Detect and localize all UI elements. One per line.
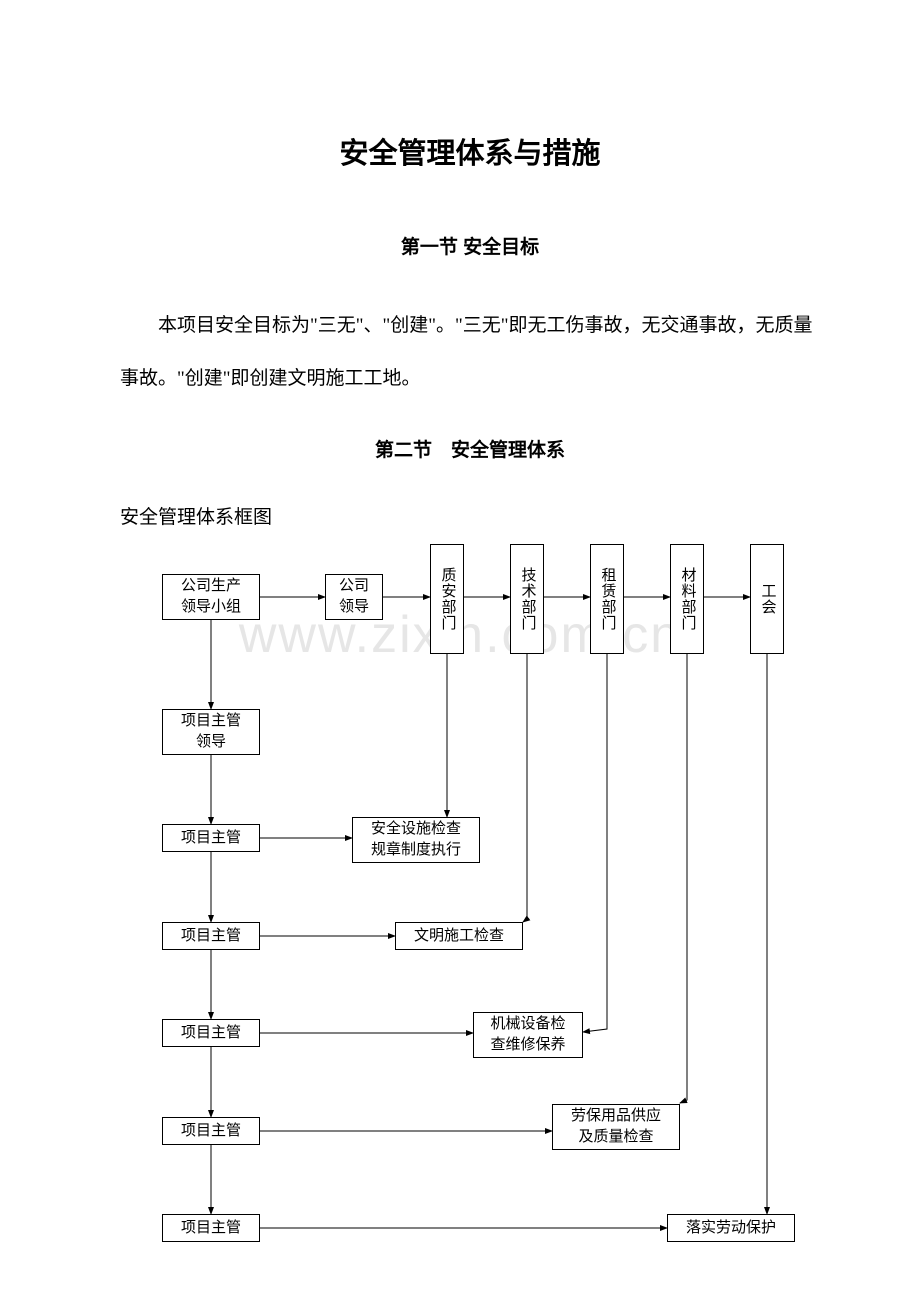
flowchart-node: 项目主管 xyxy=(162,824,260,852)
flowchart-edge xyxy=(680,654,687,1103)
flowchart-node: 工会 xyxy=(750,544,784,654)
flowchart-node: 项目主管领导 xyxy=(162,709,260,755)
flowchart-arrows xyxy=(120,544,840,1264)
flowchart-node: 安全设施检查规章制度执行 xyxy=(352,817,480,863)
flowchart-node: 文明施工检查 xyxy=(395,922,523,950)
flowchart-diagram: 公司生产领导小组 公司领导 质安部门 技术部门 租赁部门 材料部门 工会项目主管领导项目主管… xyxy=(120,544,840,1264)
flowchart-edge xyxy=(583,654,607,1032)
flowchart-node: 劳保用品供应及质量检查 xyxy=(552,1104,680,1150)
diagram-caption: 安全管理体系框图 xyxy=(120,502,820,529)
flowchart-node: 项目主管 xyxy=(162,1019,260,1047)
flowchart-node: 项目主管 xyxy=(162,1214,260,1242)
flowchart-node: 技术部门 xyxy=(510,544,544,654)
flowchart-node: 项目主管 xyxy=(162,922,260,950)
section1-header: 第一节 安全目标 xyxy=(120,232,820,259)
flowchart-node: 落实劳动保护 xyxy=(667,1214,795,1242)
flowchart-node: 公司生产领导小组 xyxy=(162,574,260,620)
flowchart-node: 租赁部门 xyxy=(590,544,624,654)
flowchart-node: 材料部门 xyxy=(670,544,704,654)
flowchart-node: 机械设备检查维修保养 xyxy=(473,1012,583,1058)
section2-header: 第二节 安全管理体系 xyxy=(120,435,820,462)
flowchart-node: 公司领导 xyxy=(325,574,383,620)
flowchart-node: 项目主管 xyxy=(162,1117,260,1145)
flowchart-edge xyxy=(523,654,527,922)
flowchart-node: 质安部门 xyxy=(430,544,464,654)
section1-body: 本项目安全目标为"三无"、"创建"。"三无"即无工伤事故，无交通事故，无质量事故… xyxy=(120,299,820,405)
page-title: 安全管理体系与措施 xyxy=(120,130,820,172)
